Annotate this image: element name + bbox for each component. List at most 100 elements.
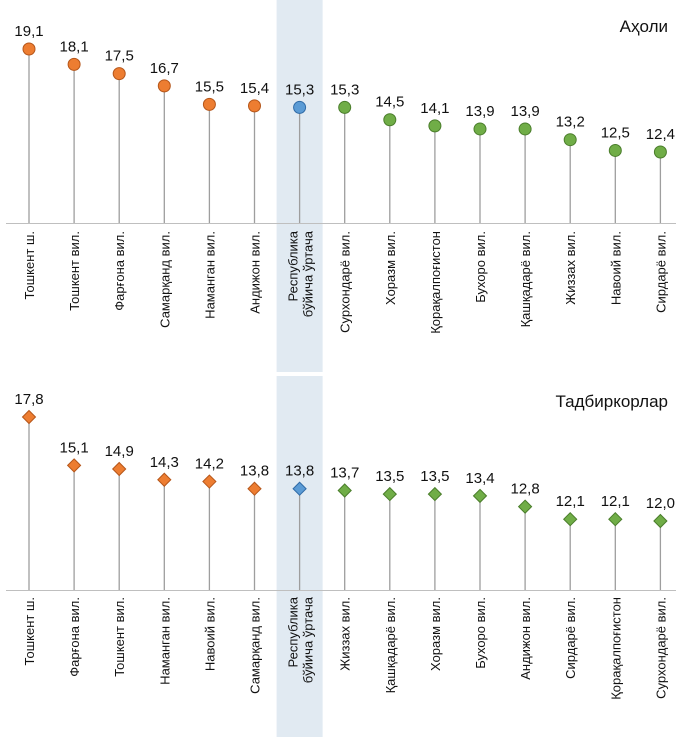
tick-label: Сурхондарё вил. <box>338 231 353 333</box>
data-label: 13,4 <box>465 470 494 487</box>
tick-label: Жиззах вил. <box>563 231 578 305</box>
data-label: 12,1 <box>601 493 630 510</box>
data-label: 12,4 <box>646 126 675 143</box>
svg-text:Қашқадарё вил.: Қашқадарё вил. <box>518 231 533 327</box>
svg-text:Қорақалпоғистон: Қорақалпоғистон <box>428 231 443 334</box>
svg-text:Тошкент вил.: Тошкент вил. <box>67 231 82 311</box>
tick-label: Тошкент вил. <box>112 597 127 677</box>
data-label: 17,5 <box>105 48 134 65</box>
data-label: 17,8 <box>14 391 43 408</box>
marker-point <box>563 133 577 147</box>
marker-point <box>292 481 307 496</box>
marker-point <box>518 122 532 136</box>
svg-text:Республика: Республика <box>286 230 301 301</box>
data-label: 13,9 <box>465 103 494 120</box>
data-label: 15,1 <box>59 439 88 456</box>
marker-point <box>67 57 81 71</box>
tick-label: Хоразм вил. <box>428 597 443 671</box>
tick-label: Наманган вил. <box>202 231 217 319</box>
data-label: 13,9 <box>510 103 539 120</box>
svg-text:бўйича ўртача: бўйича ўртача <box>301 230 316 317</box>
data-label: 12,8 <box>510 481 539 498</box>
svg-text:Қорақалпоғистон: Қорақалпоғистон <box>608 597 623 700</box>
marker-point <box>473 122 487 136</box>
tick-label: Республика бўйича ўртача <box>286 596 316 683</box>
marker-point <box>382 486 398 502</box>
data-label: 19,1 <box>14 23 43 40</box>
marker-point <box>608 143 622 157</box>
panel-1: Аҳоли 19,1 Тошкент ш. 18,1 Тошкент вил. 17,5 Ф… <box>6 0 676 372</box>
marker-point <box>383 113 397 127</box>
marker-point <box>21 409 37 425</box>
tick-label: Фарғона вил. <box>67 597 82 677</box>
data-label: 18,1 <box>59 38 88 55</box>
tick-label: Самарқанд вил. <box>157 231 172 328</box>
marker-point <box>248 99 261 113</box>
marker-point <box>608 511 623 527</box>
data-label: 13,2 <box>556 114 585 131</box>
svg-text:Андижон вил.: Андижон вил. <box>518 597 533 680</box>
svg-text:Республика: Республика <box>286 596 301 667</box>
data-label: 14,5 <box>375 94 404 111</box>
data-label: 12,0 <box>646 495 675 512</box>
marker-point <box>427 486 443 502</box>
svg-text:Сурхондарё вил.: Сурхондарё вил. <box>653 597 668 699</box>
tick-label: Хоразм вил. <box>383 231 398 305</box>
marker-point <box>111 461 127 477</box>
marker-point <box>562 511 578 527</box>
svg-text:Навоий вил.: Навоий вил. <box>202 597 217 671</box>
svg-text:Хоразм вил.: Хоразм вил. <box>428 597 443 671</box>
tick-label: Қорақалпоғистон <box>608 597 623 700</box>
data-label: 15,5 <box>195 78 224 95</box>
svg-text:Самарқанд вил.: Самарқанд вил. <box>248 597 263 694</box>
svg-text:Бухоро вил.: Бухоро вил. <box>473 597 488 669</box>
data-label: 13,7 <box>330 465 359 482</box>
tick-label: Қашқадарё вил. <box>518 231 533 327</box>
svg-text:бўйича ўртача: бўйича ўртача <box>301 596 316 683</box>
marker-point <box>157 472 172 487</box>
svg-text:Наманган вил.: Наманган вил. <box>202 231 217 319</box>
marker-point <box>428 119 442 133</box>
marker-point <box>202 97 216 111</box>
svg-text:Жиззах вил.: Жиззах вил. <box>563 231 578 305</box>
svg-text:Андижон вил.: Андижон вил. <box>248 231 263 314</box>
data-label: 15,4 <box>240 80 269 97</box>
marker-point <box>517 499 533 514</box>
svg-text:Сирдарё вил.: Сирдарё вил. <box>653 231 668 313</box>
tick-label: Сурхондарё вил. <box>653 597 668 699</box>
marker-point <box>293 100 307 114</box>
marker-point <box>472 488 488 504</box>
marker-point <box>653 145 667 159</box>
marker-point <box>338 100 352 114</box>
svg-text:Жиззах вил.: Жиззах вил. <box>338 597 353 671</box>
svg-text:Хоразм вил.: Хоразм вил. <box>383 231 398 305</box>
svg-text:Тошкент ш.: Тошкент ш. <box>22 231 37 299</box>
data-label: 13,5 <box>375 468 404 485</box>
data-label: 13,8 <box>240 463 269 480</box>
data-label: 13,8 <box>285 463 314 480</box>
tick-label: Жиззах вил. <box>338 597 353 671</box>
tick-label: Тошкент ш. <box>22 231 37 299</box>
data-label: 14,3 <box>150 454 179 471</box>
svg-text:Сурхондарё вил.: Сурхондарё вил. <box>338 231 353 333</box>
tick-label: Наманган вил. <box>157 597 172 685</box>
tick-label: Навоий вил. <box>202 597 217 671</box>
tick-label: Андижон вил. <box>248 231 263 314</box>
panel-title: Аҳоли <box>620 17 668 36</box>
tick-label: Республика бўйича ўртача <box>286 230 316 317</box>
tick-label: Қашқадарё вил. <box>383 597 398 693</box>
marker-point <box>247 481 262 496</box>
tick-label: Самарқанд вил. <box>248 597 263 694</box>
data-label: 14,9 <box>105 443 134 460</box>
marker-point <box>22 42 36 56</box>
tick-label: Тошкент ш. <box>22 597 37 665</box>
svg-text:Наманган вил.: Наманган вил. <box>157 597 172 685</box>
svg-text:Самарқанд вил.: Самарқанд вил. <box>157 231 172 328</box>
svg-text:Сирдарё вил.: Сирдарё вил. <box>563 597 578 679</box>
data-label: 15,3 <box>330 81 359 98</box>
marker-point <box>653 513 668 529</box>
data-label: 16,7 <box>150 60 179 77</box>
panel-2: Тадбиркорлар 17,8 Тошкент ш. 15,1 Фарғона ви… <box>6 376 676 737</box>
data-label: 14,2 <box>195 456 224 473</box>
